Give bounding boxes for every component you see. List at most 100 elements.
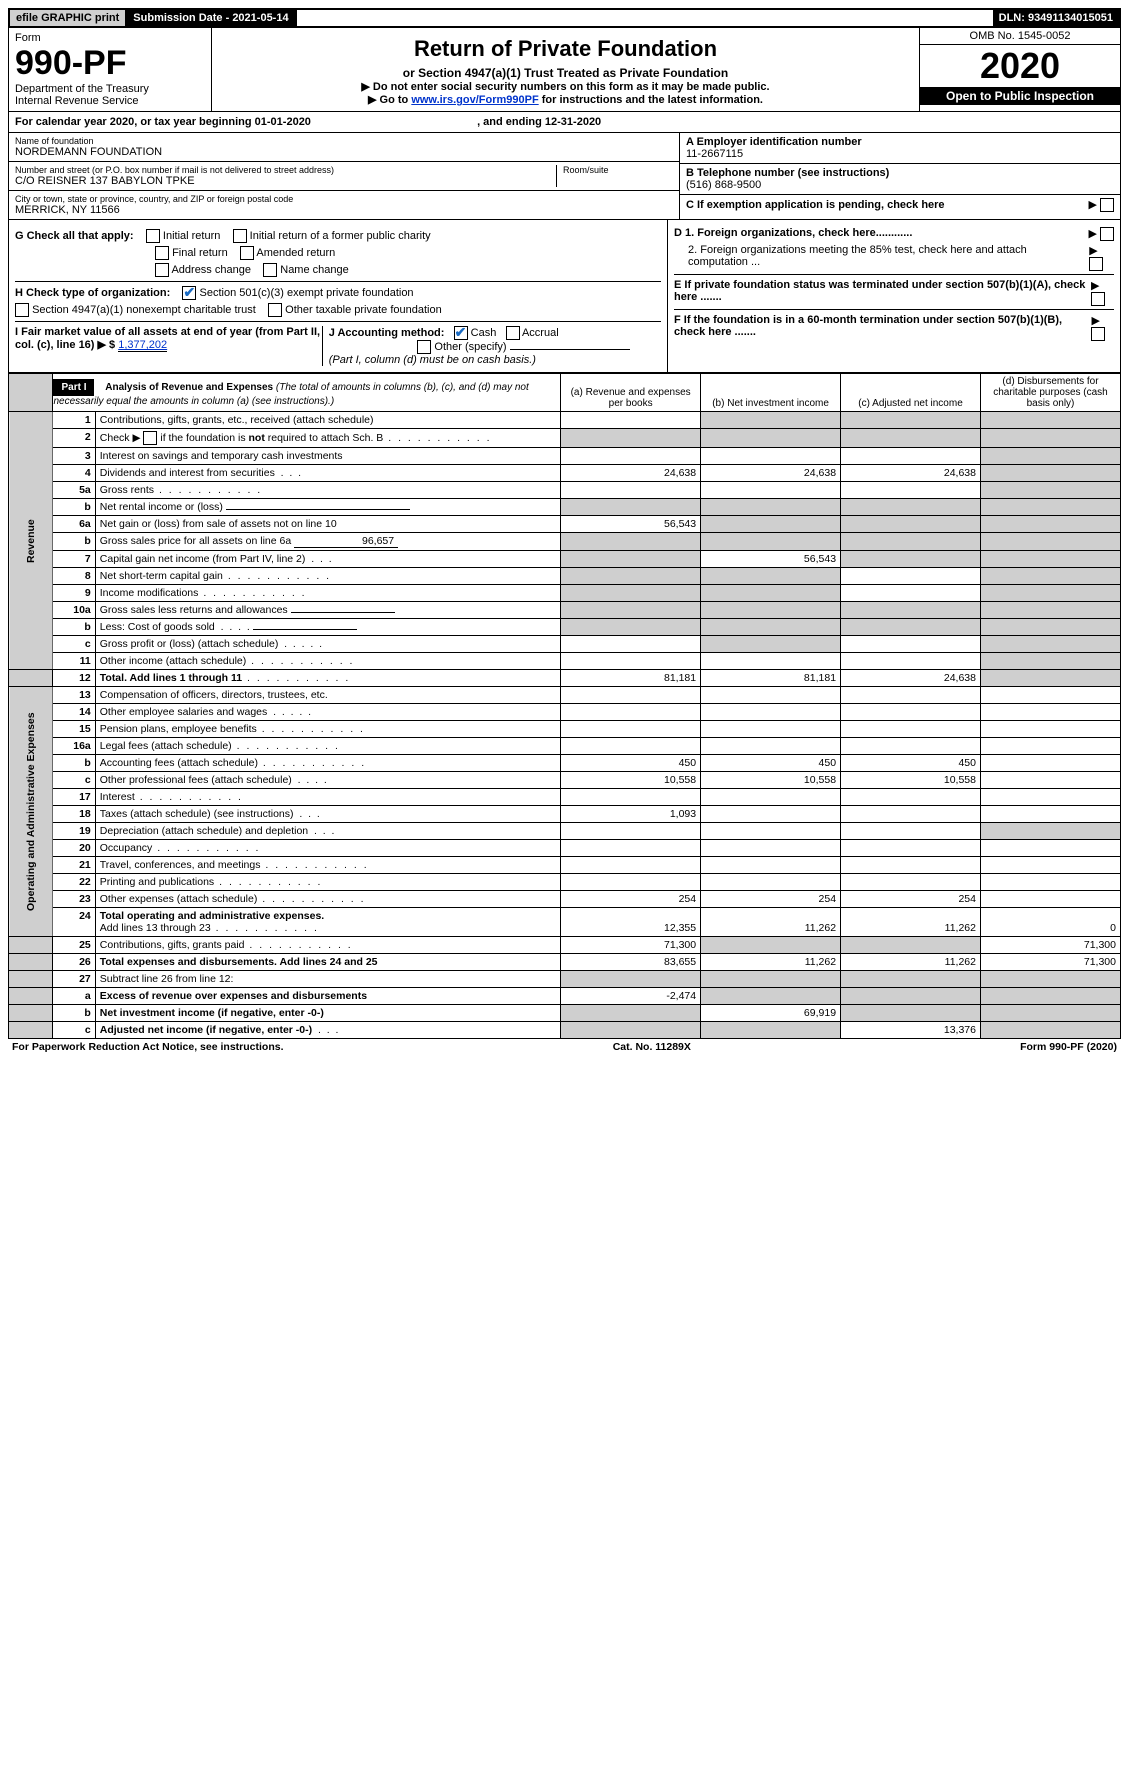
i-value[interactable]: 1,377,202: [118, 339, 167, 352]
r12-c: 24,638: [841, 670, 981, 687]
r27-b: [701, 971, 841, 988]
r5b-c: [841, 499, 981, 516]
e-checkbox[interactable]: [1091, 292, 1105, 306]
amended-return-checkbox[interactable]: [240, 246, 254, 260]
checks-grid: G Check all that apply: Initial return I…: [8, 220, 1121, 373]
r19-d-col: [980, 823, 1120, 840]
r4-d: Dividends and interest from securities: [100, 467, 275, 479]
name-change-checkbox[interactable]: [263, 263, 277, 277]
accrual-checkbox[interactable]: [506, 326, 520, 340]
schb-checkbox[interactable]: [143, 431, 157, 445]
header-left: Form 990-PF Department of the Treasury I…: [9, 28, 212, 111]
r18-d-col: [980, 806, 1120, 823]
r10b-dd: [980, 619, 1120, 636]
row-17: 17Interest: [9, 789, 1121, 806]
r5b-field[interactable]: [226, 509, 410, 510]
dln-label: DLN: 93491134015051: [993, 10, 1119, 26]
r15-d: Pension plans, employee benefits: [100, 723, 257, 735]
phone-cell: B Telephone number (see instructions) (5…: [680, 164, 1120, 195]
501c3-checkbox[interactable]: [182, 286, 196, 300]
r10a-field[interactable]: [291, 612, 395, 613]
r2-post: if the foundation is: [157, 432, 248, 444]
address-cell: Number and street (or P.O. box number if…: [9, 162, 679, 191]
r16a-desc: Legal fees (attach schedule): [95, 738, 560, 755]
r4-d: [980, 465, 1120, 482]
r9-num: 9: [53, 585, 95, 602]
row-5b: b Net rental income or (loss): [9, 499, 1121, 516]
r18-b: [701, 806, 841, 823]
r3-b: [701, 448, 841, 465]
other-specify-field[interactable]: [510, 349, 630, 350]
r2-a: [561, 429, 701, 448]
f-checkbox[interactable]: [1091, 327, 1105, 341]
r10a-a: [561, 602, 701, 619]
e-cb-group: ▶: [1091, 279, 1114, 306]
r22-desc: Printing and publications: [95, 874, 560, 891]
address-change-checkbox[interactable]: [155, 263, 169, 277]
r2-end: required to attach Sch. B: [265, 432, 383, 444]
form-number: 990-PF: [15, 44, 205, 83]
d2-checkbox[interactable]: [1089, 257, 1103, 271]
omb-number: OMB No. 1545-0052: [920, 28, 1120, 45]
r6b-field: 96,657: [294, 535, 398, 548]
g-label: G Check all that apply:: [15, 230, 134, 242]
initial-former-checkbox[interactable]: [233, 229, 247, 243]
r19-b: [701, 823, 841, 840]
irs-link[interactable]: www.irs.gov/Form990PF: [411, 94, 538, 106]
r12-side: [9, 670, 53, 687]
r9-d: Income modifications: [100, 587, 199, 599]
other-method-checkbox[interactable]: [417, 340, 431, 354]
r25-side: [9, 937, 53, 954]
cal-begin: 01-01-2020: [255, 116, 311, 128]
j-cell: J Accounting method: Cash Accrual Other …: [322, 326, 661, 366]
r10b-field[interactable]: [253, 629, 357, 630]
i-label: I Fair market value of all assets at end…: [15, 326, 320, 351]
cal-mid: , and ending: [477, 116, 545, 128]
city-cell: City or town, state or province, country…: [9, 191, 679, 219]
row-22: 22Printing and publications: [9, 874, 1121, 891]
r10b-desc: Less: Cost of goods sold . . . .: [95, 619, 560, 636]
r16c-a: 10,558: [561, 772, 701, 789]
r13-d: [980, 687, 1120, 704]
r3-a: [561, 448, 701, 465]
r21-desc: Travel, conferences, and meetings: [95, 857, 560, 874]
cash-checkbox[interactable]: [454, 326, 468, 340]
r21-c: [841, 857, 981, 874]
form-note1: ▶ Do not enter social security numbers o…: [216, 80, 915, 93]
r6a-a: 56,543: [561, 516, 701, 533]
r27b-a: [561, 1005, 701, 1022]
final-return-checkbox[interactable]: [155, 246, 169, 260]
row-2: 2 Check ▶ if the foundation is not requi…: [9, 429, 1121, 448]
row-16a: 16aLegal fees (attach schedule): [9, 738, 1121, 755]
efile-label[interactable]: efile GRAPHIC print: [10, 10, 127, 26]
row-24: 24Total operating and administrative exp…: [9, 908, 1121, 937]
r12-b: 81,181: [701, 670, 841, 687]
r10b-b: [701, 619, 841, 636]
r1-d: [980, 412, 1120, 429]
r13-desc: Compensation of officers, directors, tru…: [95, 687, 560, 704]
h-item-2: Other taxable private foundation: [285, 304, 442, 316]
d1-checkbox[interactable]: [1100, 227, 1114, 241]
other-taxable-checkbox[interactable]: [268, 303, 282, 317]
r16a-a: [561, 738, 701, 755]
d1-cb-group: ▶: [1088, 227, 1114, 241]
r27-side: [9, 971, 53, 988]
g-item-2: Final return: [172, 247, 228, 259]
r10c-b: [701, 636, 841, 653]
r26-b: 11,262: [701, 954, 841, 971]
ein-cell: A Employer identification number 11-2667…: [680, 133, 1120, 164]
r16a-d: Legal fees (attach schedule): [100, 740, 232, 752]
r16c-dd: [980, 772, 1120, 789]
exemption-checkbox[interactable]: [1100, 198, 1114, 212]
r20-d-col: [980, 840, 1120, 857]
r12-a: 81,181: [561, 670, 701, 687]
r10c-c: [841, 636, 981, 653]
r19-desc: Depreciation (attach schedule) and deple…: [95, 823, 560, 840]
r16b-dd: [980, 755, 1120, 772]
r25-a: 71,300: [561, 937, 701, 954]
r18-d: Taxes (attach schedule) (see instruction…: [100, 808, 294, 820]
row-4: 4 Dividends and interest from securities…: [9, 465, 1121, 482]
4947-checkbox[interactable]: [15, 303, 29, 317]
initial-return-checkbox[interactable]: [146, 229, 160, 243]
exemption-label: C If exemption application is pending, c…: [686, 199, 945, 211]
